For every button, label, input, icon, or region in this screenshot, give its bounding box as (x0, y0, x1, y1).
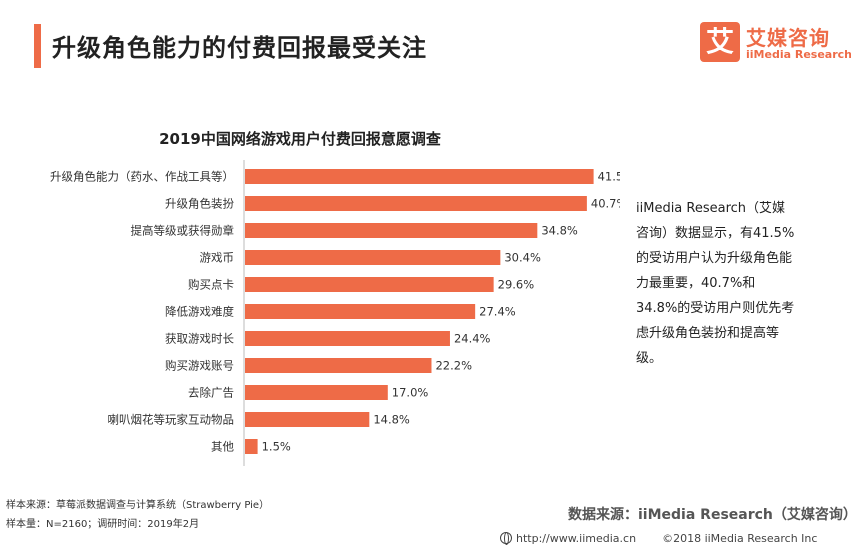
globe-icon (500, 532, 512, 545)
bar (245, 196, 587, 211)
category-label: 喇叭烟花等玩家互动物品 (108, 413, 235, 427)
category-label: 降低游戏难度 (165, 305, 234, 319)
page-title: 升级角色能力的付费回报最受关注 (52, 34, 427, 62)
category-label: 升级角色装扮 (165, 197, 234, 211)
bar-chart: 升级角色能力（药水、作战工具等） 41.5% 升级角色装扮 40.7% 提高等级或获得勋… (50, 160, 620, 466)
bar (245, 358, 432, 373)
value-label: 41.5% (598, 170, 620, 184)
sample-source: 样本来源：草莓派数据调查与计算系统（Strawberry Pie） 样本量：N=… (6, 496, 269, 534)
category-label: 游戏币 (200, 251, 235, 265)
title-accent-bar (34, 24, 41, 68)
sample-source-line: 样本来源：草莓派数据调查与计算系统（Strawberry Pie） (6, 500, 270, 511)
bar (245, 169, 594, 184)
bar (245, 412, 370, 427)
value-label: 22.2% (435, 359, 472, 373)
data-source: 数据来源：iiMedia Research（艾媒咨询） (568, 507, 851, 523)
bar (245, 277, 494, 292)
footer: http://www.iimedia.cn ©2018 iiMedia Resea… (500, 532, 817, 545)
bar (245, 385, 388, 400)
footer-url[interactable]: http://www.iimedia.cn (516, 532, 637, 545)
category-label: 购买点卡 (188, 278, 234, 292)
value-label: 34.8% (541, 224, 578, 238)
category-label: 提高等级或获得勋章 (131, 224, 235, 238)
value-label: 17.0% (392, 386, 429, 400)
footer-copyright: ©2018 iiMedia Research Inc (662, 532, 818, 545)
bar (245, 223, 538, 238)
logo-icon: 艾 (700, 22, 740, 62)
chart-title: 2019中国网络游戏用户付费回报意愿调查 (159, 130, 441, 148)
category-label: 升级角色能力（药水、作战工具等） (50, 170, 234, 184)
category-label: 购买游戏账号 (165, 359, 234, 373)
value-label: 24.4% (454, 332, 491, 346)
bar (245, 250, 501, 265)
bar (245, 439, 258, 454)
value-label: 27.4% (479, 305, 516, 319)
category-label: 获取游戏时长 (165, 332, 234, 346)
value-label: 30.4% (504, 251, 541, 265)
value-label: 1.5% (262, 440, 291, 454)
sample-size-line: 样本量：N=2160；调研时间：2019年2月 (6, 519, 200, 530)
category-label: 其他 (211, 440, 234, 454)
brand-logo: 艾 艾媒咨询 iiMedia Research (700, 20, 851, 66)
category-label: 去除广告 (188, 386, 234, 400)
bar (245, 304, 476, 319)
bar (245, 331, 450, 346)
value-label: 40.7% (591, 197, 620, 211)
value-label: 29.6% (498, 278, 535, 292)
logo-en-text: iiMedia Research (746, 48, 851, 61)
value-label: 14.8% (373, 413, 410, 427)
description-text: iiMedia Research（艾媒咨询）数据显示，有41.5%的受访用户认为… (636, 201, 795, 366)
logo-cn-text: 艾媒咨询 (746, 26, 830, 50)
